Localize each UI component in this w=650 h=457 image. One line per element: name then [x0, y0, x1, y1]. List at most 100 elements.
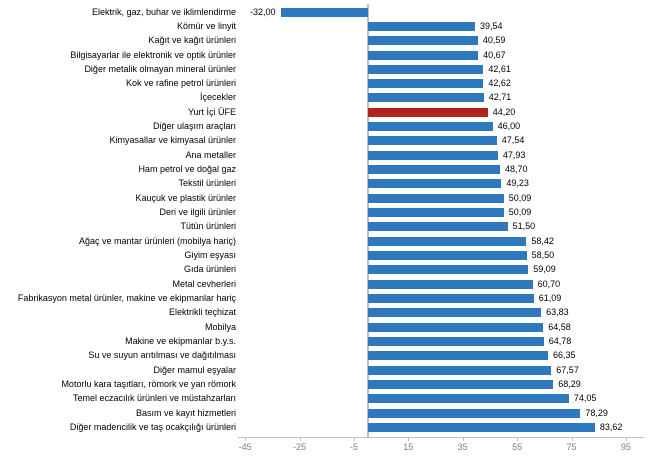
x-axis-tick — [625, 437, 627, 441]
data-bar — [367, 279, 533, 289]
category-label: Diğer metalik olmayan mineral ürünler — [84, 63, 236, 74]
x-axis-tick — [571, 437, 573, 441]
x-axis-tick-label: 95 — [620, 442, 631, 452]
data-bar — [367, 422, 595, 432]
value-label: 47,54 — [501, 135, 525, 146]
category-label: Elektrik, gaz, buhar ve iklimlendirme — [91, 6, 236, 17]
x-axis-tick-label: -45 — [238, 442, 252, 452]
x-axis-tick — [245, 437, 247, 441]
value-label: 64,58 — [548, 321, 571, 332]
x-axis-tick-label: 15 — [403, 442, 414, 452]
category-label: Gıda ürünleri — [183, 264, 236, 275]
value-label: 60,70 — [537, 278, 561, 289]
category-label: Deri ve ilgili ürünler — [159, 207, 236, 217]
value-label: 42,71 — [488, 92, 512, 103]
x-axis-tick-label: 35 — [457, 442, 468, 452]
value-label: -32,00 — [249, 6, 276, 17]
x-axis-tick — [462, 437, 464, 441]
x-axis-tick-label: -25 — [292, 442, 306, 452]
data-bar — [367, 193, 504, 203]
category-label: Diğer ulaşım araçları — [152, 121, 236, 132]
category-label: Ağaç ve mantar ürünleri (mobilya hariç) — [78, 235, 236, 246]
zero-axis-line — [366, 4, 369, 437]
category-label: Temel eczacılık ürünleri ve müstahzarlar… — [72, 393, 236, 404]
value-label: 39,54 — [480, 20, 503, 31]
data-bar — [367, 79, 484, 89]
data-bar — [367, 293, 534, 303]
data-bar — [367, 36, 478, 46]
data-bar — [367, 236, 527, 246]
category-label: Elektrikli teçhizat — [168, 307, 236, 318]
category-label: Ana metaller — [185, 149, 236, 160]
value-label: 61,09 — [538, 292, 562, 303]
category-label: Ham petrol ve doğal gaz — [138, 164, 236, 174]
value-label: 50,09 — [508, 207, 532, 217]
value-label: 47,93 — [502, 149, 526, 160]
value-label: 68,29 — [558, 378, 581, 389]
value-label: 66,35 — [553, 350, 576, 361]
x-axis-tick — [299, 437, 301, 441]
data-bar — [367, 122, 493, 132]
category-label: Tekstil ürünleri — [178, 178, 236, 189]
highlight-bar — [367, 107, 488, 117]
category-label: Kağıt ve kağıt ürünleri — [148, 35, 236, 46]
data-bar — [367, 179, 502, 189]
category-label: Metal cevherleri — [172, 278, 236, 289]
data-bar — [367, 136, 497, 146]
category-label: Kömür ve linyit — [176, 20, 236, 31]
x-axis-tick-label: -5 — [349, 442, 358, 452]
value-label: 50,09 — [508, 192, 532, 203]
value-label: 58,50 — [531, 249, 555, 260]
category-label: Motorlu kara taşıtları, römork ve yan rö… — [61, 378, 236, 389]
value-label: 67,57 — [556, 364, 579, 375]
data-bar — [367, 336, 544, 346]
x-axis-tick — [517, 437, 519, 441]
x-axis-tick-label: 75 — [566, 442, 577, 452]
value-label: 63,83 — [546, 307, 569, 318]
data-bar — [367, 394, 569, 404]
category-label: Basım ve kayıt hizmetleri — [135, 407, 236, 418]
category-label: Giyim eşyası — [184, 249, 236, 260]
x-axis-line — [238, 437, 644, 438]
data-bar — [367, 250, 527, 260]
data-bar — [367, 351, 548, 361]
data-bar — [367, 21, 475, 31]
value-label: 49,23 — [506, 178, 529, 189]
category-label: Diğer madencilik ve taş ocakçılığı ürünl… — [69, 421, 236, 432]
value-label: 74,05 — [573, 393, 597, 404]
category-label: Makine ve ekipmanlar b.y.s. — [125, 335, 236, 346]
data-bar — [367, 208, 504, 217]
value-label: 78,29 — [585, 407, 608, 418]
category-label: Fabrikasyon metal ürünler, makine ve eki… — [17, 292, 236, 303]
data-bar — [367, 50, 479, 60]
data-bar — [367, 379, 554, 389]
category-label: Kauçuk ve plastik ürünler — [135, 192, 236, 203]
value-label: 48,70 — [505, 164, 528, 174]
category-label: Kimyasallar ve kimyasal ürünler — [109, 135, 236, 146]
data-bar — [367, 265, 529, 275]
category-label: Diğer mamul eşyalar — [153, 364, 236, 375]
value-label: 59,09 — [533, 264, 556, 275]
data-bar — [367, 165, 500, 174]
data-bar — [367, 93, 484, 103]
x-axis-tick — [353, 437, 355, 441]
category-label: Mobilya — [204, 321, 236, 332]
data-bar — [367, 222, 508, 232]
x-axis-tick — [408, 437, 410, 441]
value-label: 44,20 — [492, 106, 516, 117]
category-label: Bilgisayarlar ile elektronik ve optik ür… — [70, 49, 236, 60]
value-label: 64,78 — [548, 335, 572, 346]
category-label: Su ve suyun arıtılması ve dağıtılması — [88, 350, 236, 361]
data-bar — [367, 150, 498, 160]
value-label: 42,61 — [488, 63, 511, 74]
data-bar — [367, 322, 544, 332]
data-bar — [367, 64, 484, 74]
category-label: Kok ve rafine petrol ürünleri — [125, 78, 236, 89]
category-label: Yurt İçi ÜFE — [187, 106, 236, 117]
category-label: İçecekler — [199, 92, 236, 103]
data-bar — [367, 308, 542, 318]
category-label: Tütün ürünleri — [180, 221, 236, 232]
data-bar — [367, 408, 581, 418]
value-label: 42,62 — [488, 78, 511, 89]
